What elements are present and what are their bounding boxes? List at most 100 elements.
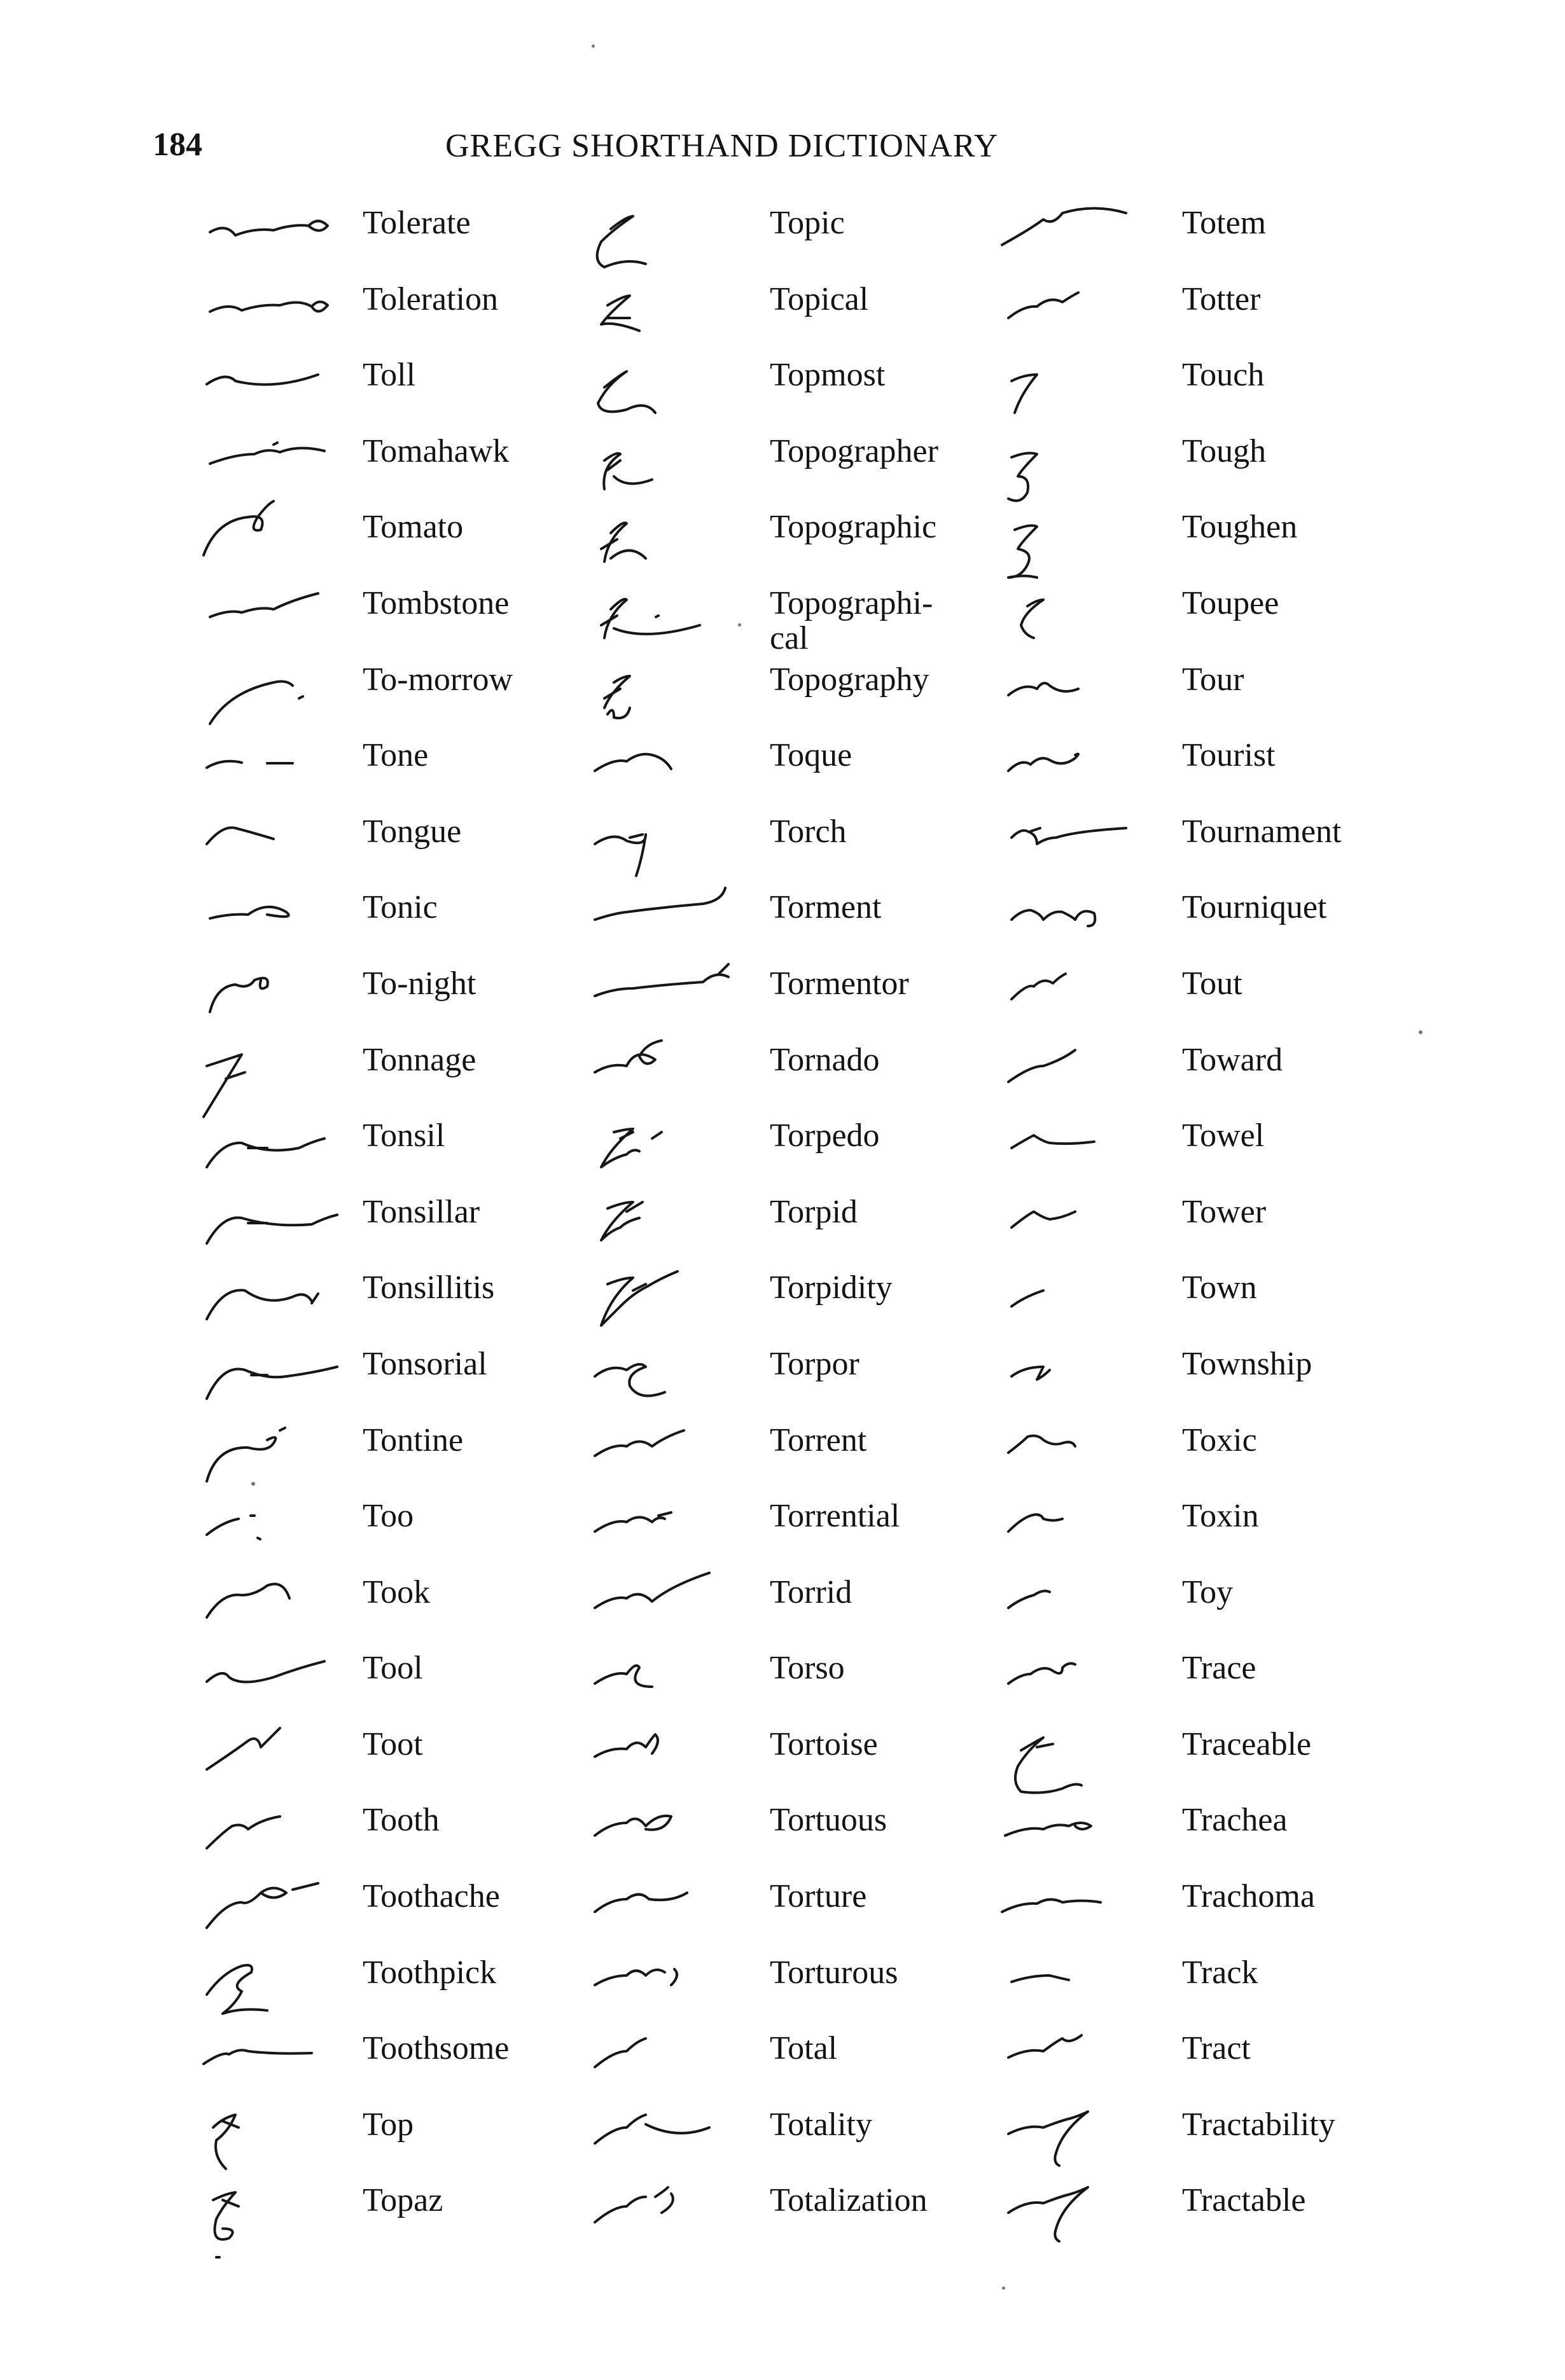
dictionary-entry: Torrid bbox=[576, 1560, 996, 1636]
shorthand-outline bbox=[1007, 1662, 1076, 1685]
dictionary-entry: Toxic bbox=[992, 1408, 1412, 1484]
entry-word: Torture bbox=[770, 1878, 867, 1915]
entry-word: Tour bbox=[1182, 661, 1244, 698]
dictionary-entry: Tortoise bbox=[576, 1712, 996, 1788]
shorthand-outline bbox=[209, 679, 304, 725]
entry-word: Torturous bbox=[770, 1954, 898, 1991]
dictionary-entry: Totality bbox=[576, 2093, 996, 2169]
dictionary-entry: Tourniquet bbox=[992, 875, 1412, 951]
shorthand-outline bbox=[594, 2037, 647, 2069]
entry-word: Tool bbox=[363, 1650, 423, 1687]
dictionary-entry: Toward bbox=[992, 1028, 1412, 1104]
shorthand-outline bbox=[594, 1039, 663, 1074]
shorthand-outline bbox=[205, 1582, 291, 1619]
dictionary-entry: Torpor bbox=[576, 1332, 996, 1408]
shorthand-outline bbox=[1010, 373, 1038, 415]
dictionary-entry: Trachea bbox=[992, 1788, 1412, 1864]
entry-word: Tourniquet bbox=[1182, 889, 1327, 926]
shorthand-outline bbox=[600, 598, 701, 639]
dictionary-entry: Trace bbox=[992, 1636, 1412, 1712]
shorthand-outline bbox=[594, 1511, 672, 1533]
entry-word: Traceable bbox=[1182, 1726, 1312, 1762]
shorthand-outline bbox=[594, 1571, 711, 1609]
dictionary-entry: Torch bbox=[576, 799, 996, 877]
entry-word: Torrid bbox=[770, 1574, 852, 1610]
dictionary-entry: Toughen bbox=[992, 495, 1412, 579]
entry-word: Towel bbox=[1182, 1117, 1265, 1154]
dictionary-entry: Tongue bbox=[197, 799, 617, 876]
shorthand-outline bbox=[594, 752, 672, 773]
shorthand-outline bbox=[205, 760, 294, 770]
shorthand-outline bbox=[1010, 1974, 1070, 1983]
entry-word: Tract bbox=[1182, 2030, 1251, 2067]
shorthand-outline bbox=[205, 1726, 281, 1771]
dictionary-entry: Topic bbox=[576, 191, 996, 268]
dictionary-entry: Tractability bbox=[992, 2093, 1412, 2169]
dictionary-entry: Tombstone bbox=[197, 571, 617, 647]
dictionary-entry: Totter bbox=[992, 267, 1412, 343]
shorthand-outline bbox=[205, 1514, 261, 1541]
dictionary-entry: Topaz bbox=[197, 2168, 617, 2259]
shorthand-outline bbox=[1020, 598, 1045, 639]
dictionary-entry: Totalization bbox=[576, 2168, 996, 2245]
entry-word: Tolerate bbox=[363, 205, 471, 241]
shorthand-outline bbox=[602, 452, 653, 490]
entry-word: Toothache bbox=[363, 1878, 500, 1915]
entry-word: Tonsillitis bbox=[363, 1270, 495, 1306]
dictionary-entry: Total bbox=[576, 2016, 996, 2093]
dictionary-entry: Tomahawk bbox=[197, 419, 617, 495]
dictionary-entry: Torso bbox=[576, 1636, 996, 1712]
dictionary-entry: Tractable bbox=[992, 2168, 1412, 2245]
dictionary-entry: Township bbox=[992, 1332, 1412, 1408]
shorthand-outline bbox=[1007, 1048, 1076, 1083]
dictionary-entry: Topmost bbox=[576, 343, 996, 419]
shorthand-outline bbox=[205, 1882, 319, 1930]
dictionary-entry: Toothpick bbox=[197, 1941, 617, 2017]
shorthand-outline bbox=[1007, 2186, 1089, 2243]
entry-word: Tortoise bbox=[770, 1726, 878, 1762]
shorthand-outline bbox=[205, 1137, 326, 1169]
shorthand-outline bbox=[594, 1429, 685, 1457]
shorthand-outline bbox=[209, 441, 326, 465]
shorthand-outline bbox=[209, 976, 269, 1013]
dictionary-entry: Too bbox=[197, 1484, 617, 1560]
page-number: 184 bbox=[153, 127, 202, 163]
entry-word: Toll bbox=[363, 357, 416, 394]
dictionary-entry: Torrent bbox=[576, 1408, 996, 1484]
shorthand-outline bbox=[1007, 1589, 1051, 1609]
dictionary-entry: Toupee bbox=[992, 571, 1412, 647]
shorthand-outline bbox=[597, 370, 657, 415]
dictionary-entry: Tout bbox=[992, 951, 1412, 1028]
entry-word: Total bbox=[770, 2030, 838, 2067]
shorthand-outline bbox=[205, 1289, 319, 1321]
dictionary-entry: Trachoma bbox=[992, 1864, 1412, 1941]
entry-word: Tractability bbox=[1182, 2106, 1335, 2143]
entry-word: Tortuous bbox=[770, 1802, 887, 1839]
entry-word: Topographic bbox=[770, 509, 937, 546]
dictionary-entry: Took bbox=[197, 1560, 617, 1636]
entry-word: Torpid bbox=[770, 1193, 858, 1230]
shorthand-outline bbox=[202, 2049, 313, 2066]
shorthand-outline bbox=[1010, 1365, 1051, 1381]
entry-word: To-morrow bbox=[363, 661, 513, 698]
entry-word: Tombstone bbox=[363, 585, 510, 621]
dictionary-entry: Torpedo bbox=[576, 1104, 996, 1180]
entry-word: Toward bbox=[1182, 1041, 1283, 1078]
entry-word: Totality bbox=[770, 2106, 873, 2143]
dictionary-entry: Tourist bbox=[992, 723, 1412, 799]
column-middle: Topic Topical Topmost Topographer Topographi… bbox=[576, 191, 996, 2245]
dictionary-entry: Tomato bbox=[197, 495, 617, 571]
shorthand-outline bbox=[600, 1128, 663, 1169]
shorthand-outline bbox=[205, 373, 319, 386]
dictionary-entry: Tornado bbox=[576, 1028, 996, 1104]
dictionary-entry: Tournament bbox=[992, 799, 1412, 876]
entry-word: Toleration bbox=[363, 280, 498, 317]
entry-word: Tone bbox=[363, 737, 429, 774]
entry-word: Topographi- cal bbox=[770, 585, 933, 656]
entry-word: Tornado bbox=[770, 1041, 880, 1078]
entry-word: Torrential bbox=[770, 1498, 900, 1535]
shorthand-outline bbox=[594, 2186, 674, 2224]
entry-word: Tormentor bbox=[770, 965, 909, 1002]
paper-speck bbox=[251, 1482, 255, 1486]
shorthand-outline bbox=[594, 833, 647, 877]
